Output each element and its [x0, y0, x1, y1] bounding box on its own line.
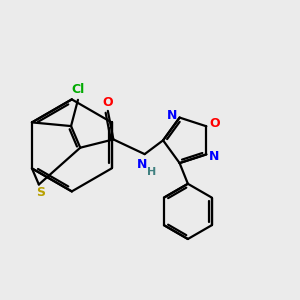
Text: Cl: Cl — [71, 83, 85, 96]
Text: O: O — [209, 118, 220, 130]
Text: O: O — [103, 96, 113, 109]
Text: N: N — [167, 109, 177, 122]
Text: S: S — [36, 186, 45, 199]
Text: N: N — [137, 158, 147, 171]
Text: H: H — [147, 167, 157, 177]
Text: N: N — [209, 150, 219, 163]
